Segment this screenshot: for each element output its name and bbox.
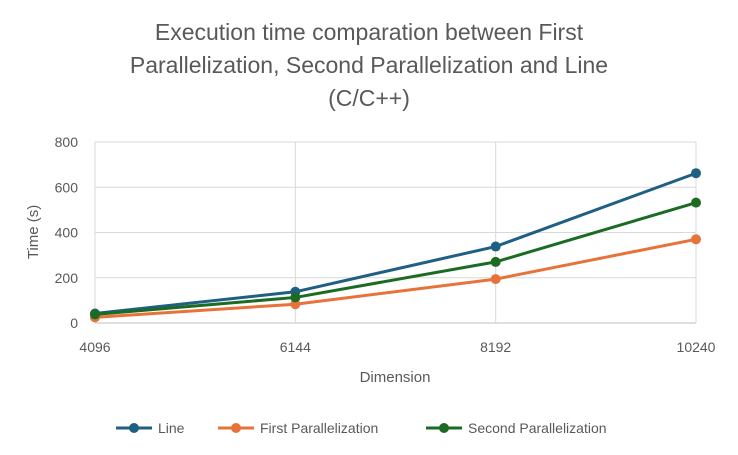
data-series <box>90 168 701 323</box>
data-point <box>290 292 301 303</box>
series-line <box>94 171 697 315</box>
data-point <box>90 309 100 320</box>
series-line <box>94 201 697 316</box>
x-axis-title: Dimension <box>360 369 431 386</box>
x-tick-label: 8192 <box>480 339 511 355</box>
y-tick-label: 800 <box>55 134 79 150</box>
legend-marker <box>231 423 241 433</box>
y-tick-label: 200 <box>55 270 79 286</box>
series-line <box>94 237 697 319</box>
gridlines <box>94 141 697 324</box>
x-tick-label: 4096 <box>79 339 110 355</box>
x-axis-ticks: 4096 6144 8192 10240 <box>79 339 715 355</box>
x-tick-label: 10240 <box>677 339 716 355</box>
legend: Line First Parallelization Second Parallel… <box>116 420 607 436</box>
data-point <box>691 234 701 245</box>
data-point <box>490 256 501 267</box>
data-point <box>490 241 501 252</box>
legend-label: Line <box>158 420 185 436</box>
legend-marker <box>439 423 449 433</box>
chart-title-line: Parallelization, Second Parallelization … <box>130 52 608 78</box>
x-tick-label: 6144 <box>280 339 311 355</box>
chart-title-line: Execution time comparation between First <box>155 19 584 45</box>
legend-label: First Parallelization <box>260 420 378 436</box>
legend-label: Second Parallelization <box>468 420 607 436</box>
y-axis-ticks: 0 200 400 600 800 <box>55 134 79 331</box>
data-point <box>490 274 501 285</box>
y-tick-label: 400 <box>55 225 79 241</box>
chart-title-line: (C/C++) <box>328 85 410 111</box>
y-tick-label: 0 <box>70 315 78 331</box>
data-point <box>691 197 701 208</box>
legend-marker <box>129 423 139 433</box>
y-axis-title: Time (s) <box>25 205 42 259</box>
chart-title: Execution time comparation between First… <box>130 19 608 111</box>
data-point <box>691 168 701 179</box>
y-tick-label: 600 <box>55 179 79 195</box>
